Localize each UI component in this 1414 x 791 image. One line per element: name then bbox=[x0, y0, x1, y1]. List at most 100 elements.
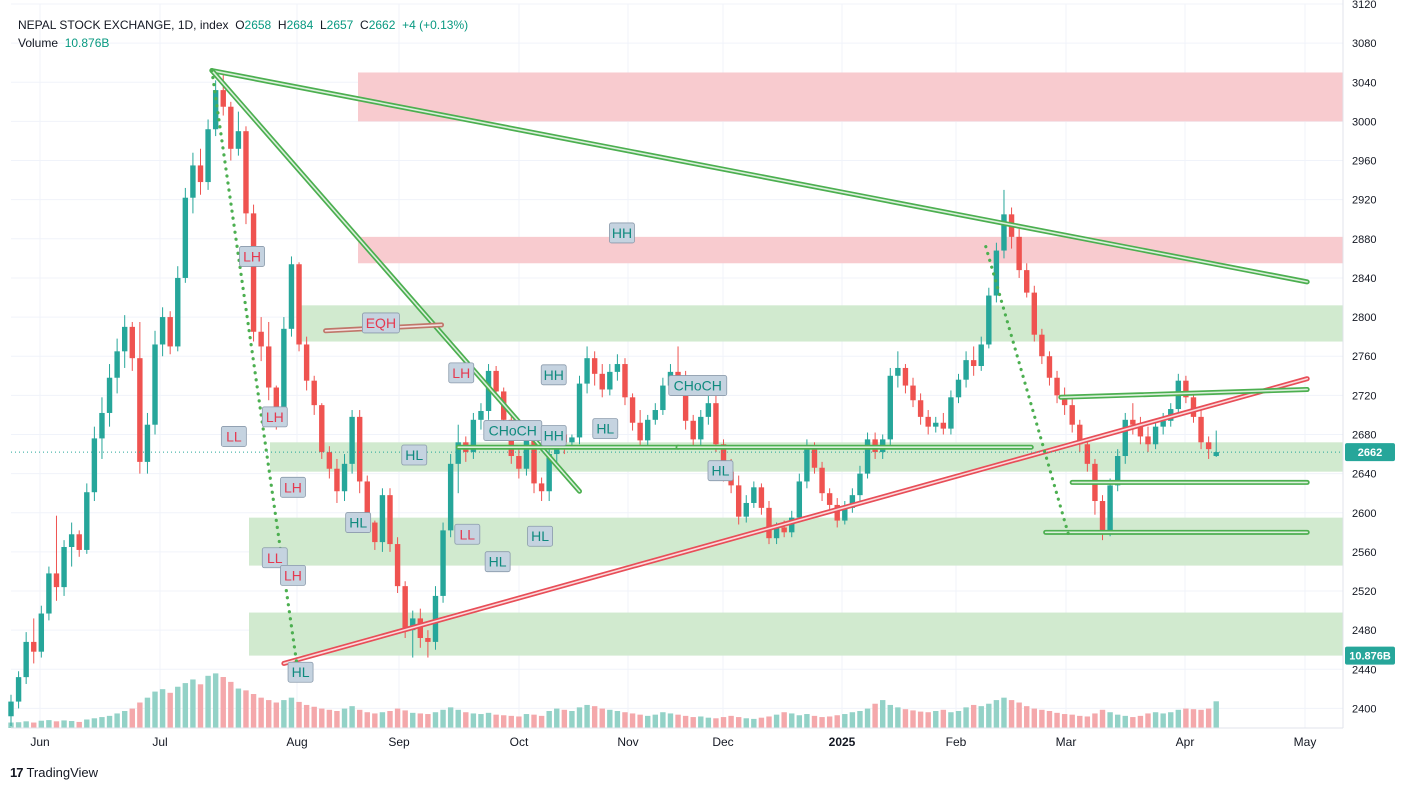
volume-bar bbox=[379, 712, 386, 728]
candle-body bbox=[569, 437, 575, 443]
volume-bar bbox=[986, 703, 992, 728]
volume-bar bbox=[538, 715, 545, 728]
structure-label: LL bbox=[220, 426, 247, 447]
candle-body bbox=[319, 405, 325, 453]
volume-bar bbox=[228, 681, 234, 728]
candle bbox=[205, 119, 211, 190]
candle-body bbox=[804, 449, 810, 482]
candle-body bbox=[205, 129, 211, 183]
structure-label-box bbox=[668, 375, 728, 396]
volume-bar bbox=[781, 712, 787, 728]
volume-bar bbox=[970, 704, 977, 728]
volume-bar bbox=[933, 711, 939, 728]
structure-label-text: LL bbox=[460, 526, 476, 542]
candle bbox=[660, 377, 666, 415]
volume-bar bbox=[773, 714, 780, 728]
volume-bar bbox=[190, 679, 196, 728]
candle-body bbox=[970, 360, 977, 366]
x-tick-label: Feb bbox=[946, 735, 967, 749]
volume-bars bbox=[8, 673, 1219, 728]
last-price-badge: 2662 bbox=[1345, 443, 1395, 462]
candle-body bbox=[53, 573, 60, 588]
structure-label-box bbox=[609, 222, 635, 244]
legend-change: +4 (+0.13%) bbox=[402, 18, 469, 32]
legend-volume-label[interactable]: Volume bbox=[18, 36, 59, 50]
x-tick-label: Sep bbox=[388, 735, 410, 749]
volume-bar bbox=[735, 717, 742, 728]
y-tick-label: 2640 bbox=[1352, 469, 1376, 481]
candle bbox=[1084, 439, 1091, 472]
structure-label-box bbox=[527, 525, 553, 547]
candle bbox=[1039, 328, 1045, 365]
candle bbox=[1107, 478, 1113, 537]
demand-zone bbox=[297, 305, 1343, 342]
volume-bar bbox=[144, 697, 151, 728]
volume-bar bbox=[1024, 706, 1030, 728]
candle-body bbox=[379, 495, 386, 543]
trendline-red bbox=[281, 376, 1310, 666]
structure-label-text: HH bbox=[544, 367, 564, 383]
volume-bar bbox=[1137, 715, 1144, 728]
candle-body bbox=[144, 424, 151, 462]
candle-body bbox=[46, 573, 52, 614]
candle-body bbox=[182, 197, 189, 278]
volume-bar bbox=[1130, 717, 1136, 728]
candle-body bbox=[106, 377, 113, 413]
tradingview-brand[interactable]: 17 TradingView bbox=[10, 765, 98, 780]
structure-label: LH bbox=[280, 476, 306, 498]
x-tick-label: Apr bbox=[1176, 735, 1195, 749]
candle-body bbox=[38, 613, 45, 652]
candle-body bbox=[31, 641, 37, 652]
candle-body bbox=[955, 379, 962, 398]
volume-bar bbox=[667, 713, 674, 728]
structure-label: HH bbox=[609, 222, 635, 244]
structure-label-box bbox=[261, 406, 288, 428]
candle-body bbox=[591, 358, 598, 374]
y-tick-label: 2920 bbox=[1352, 195, 1376, 207]
volume-bar bbox=[940, 709, 947, 728]
candle bbox=[1054, 370, 1060, 404]
candle-body bbox=[311, 380, 317, 406]
candle-body bbox=[682, 383, 689, 421]
y-axis: 3120 3080 3040 3000 2960 2920 2880 2840 2800 2760… bbox=[1342, 0, 1376, 728]
candle bbox=[425, 630, 431, 658]
trendline-green bbox=[1058, 386, 1310, 400]
legend-ohlc-row: NEPAL STOCK EXCHANGE, 1D, index O2658 H2… bbox=[18, 16, 468, 34]
candle-body bbox=[743, 502, 749, 517]
candle bbox=[925, 410, 931, 435]
trendlines bbox=[209, 68, 1310, 666]
candle bbox=[106, 364, 113, 427]
candle bbox=[599, 364, 605, 398]
volume-bar bbox=[1152, 712, 1159, 728]
volume-bar bbox=[508, 715, 514, 728]
candle bbox=[137, 321, 143, 474]
volume-bar bbox=[713, 718, 719, 728]
candle bbox=[629, 393, 636, 431]
volume-bar bbox=[599, 708, 605, 728]
dotted-trend-line bbox=[984, 245, 1071, 536]
candle-body bbox=[599, 373, 605, 390]
candle bbox=[61, 540, 67, 596]
candle-body bbox=[296, 264, 302, 345]
candle-body bbox=[447, 463, 454, 531]
structure-label-box bbox=[280, 564, 306, 586]
candle bbox=[410, 610, 416, 658]
candle-body bbox=[516, 456, 522, 469]
volume-bar bbox=[705, 717, 712, 728]
candle-body bbox=[243, 131, 249, 214]
candle bbox=[622, 358, 628, 406]
volume-bar bbox=[31, 722, 37, 728]
dotted-trend-line bbox=[210, 68, 299, 666]
candle bbox=[1046, 351, 1053, 386]
volume-bar bbox=[137, 702, 143, 728]
candle bbox=[735, 475, 742, 525]
volume-bar bbox=[766, 716, 772, 728]
candle-body bbox=[1160, 420, 1166, 427]
legend-symbol[interactable]: NEPAL STOCK EXCHANGE, 1D, index bbox=[18, 18, 229, 32]
volume-bar bbox=[1016, 702, 1022, 728]
candle-body bbox=[1061, 395, 1068, 406]
candle bbox=[15, 671, 22, 709]
volume-bar bbox=[591, 706, 598, 728]
candle bbox=[910, 377, 916, 408]
